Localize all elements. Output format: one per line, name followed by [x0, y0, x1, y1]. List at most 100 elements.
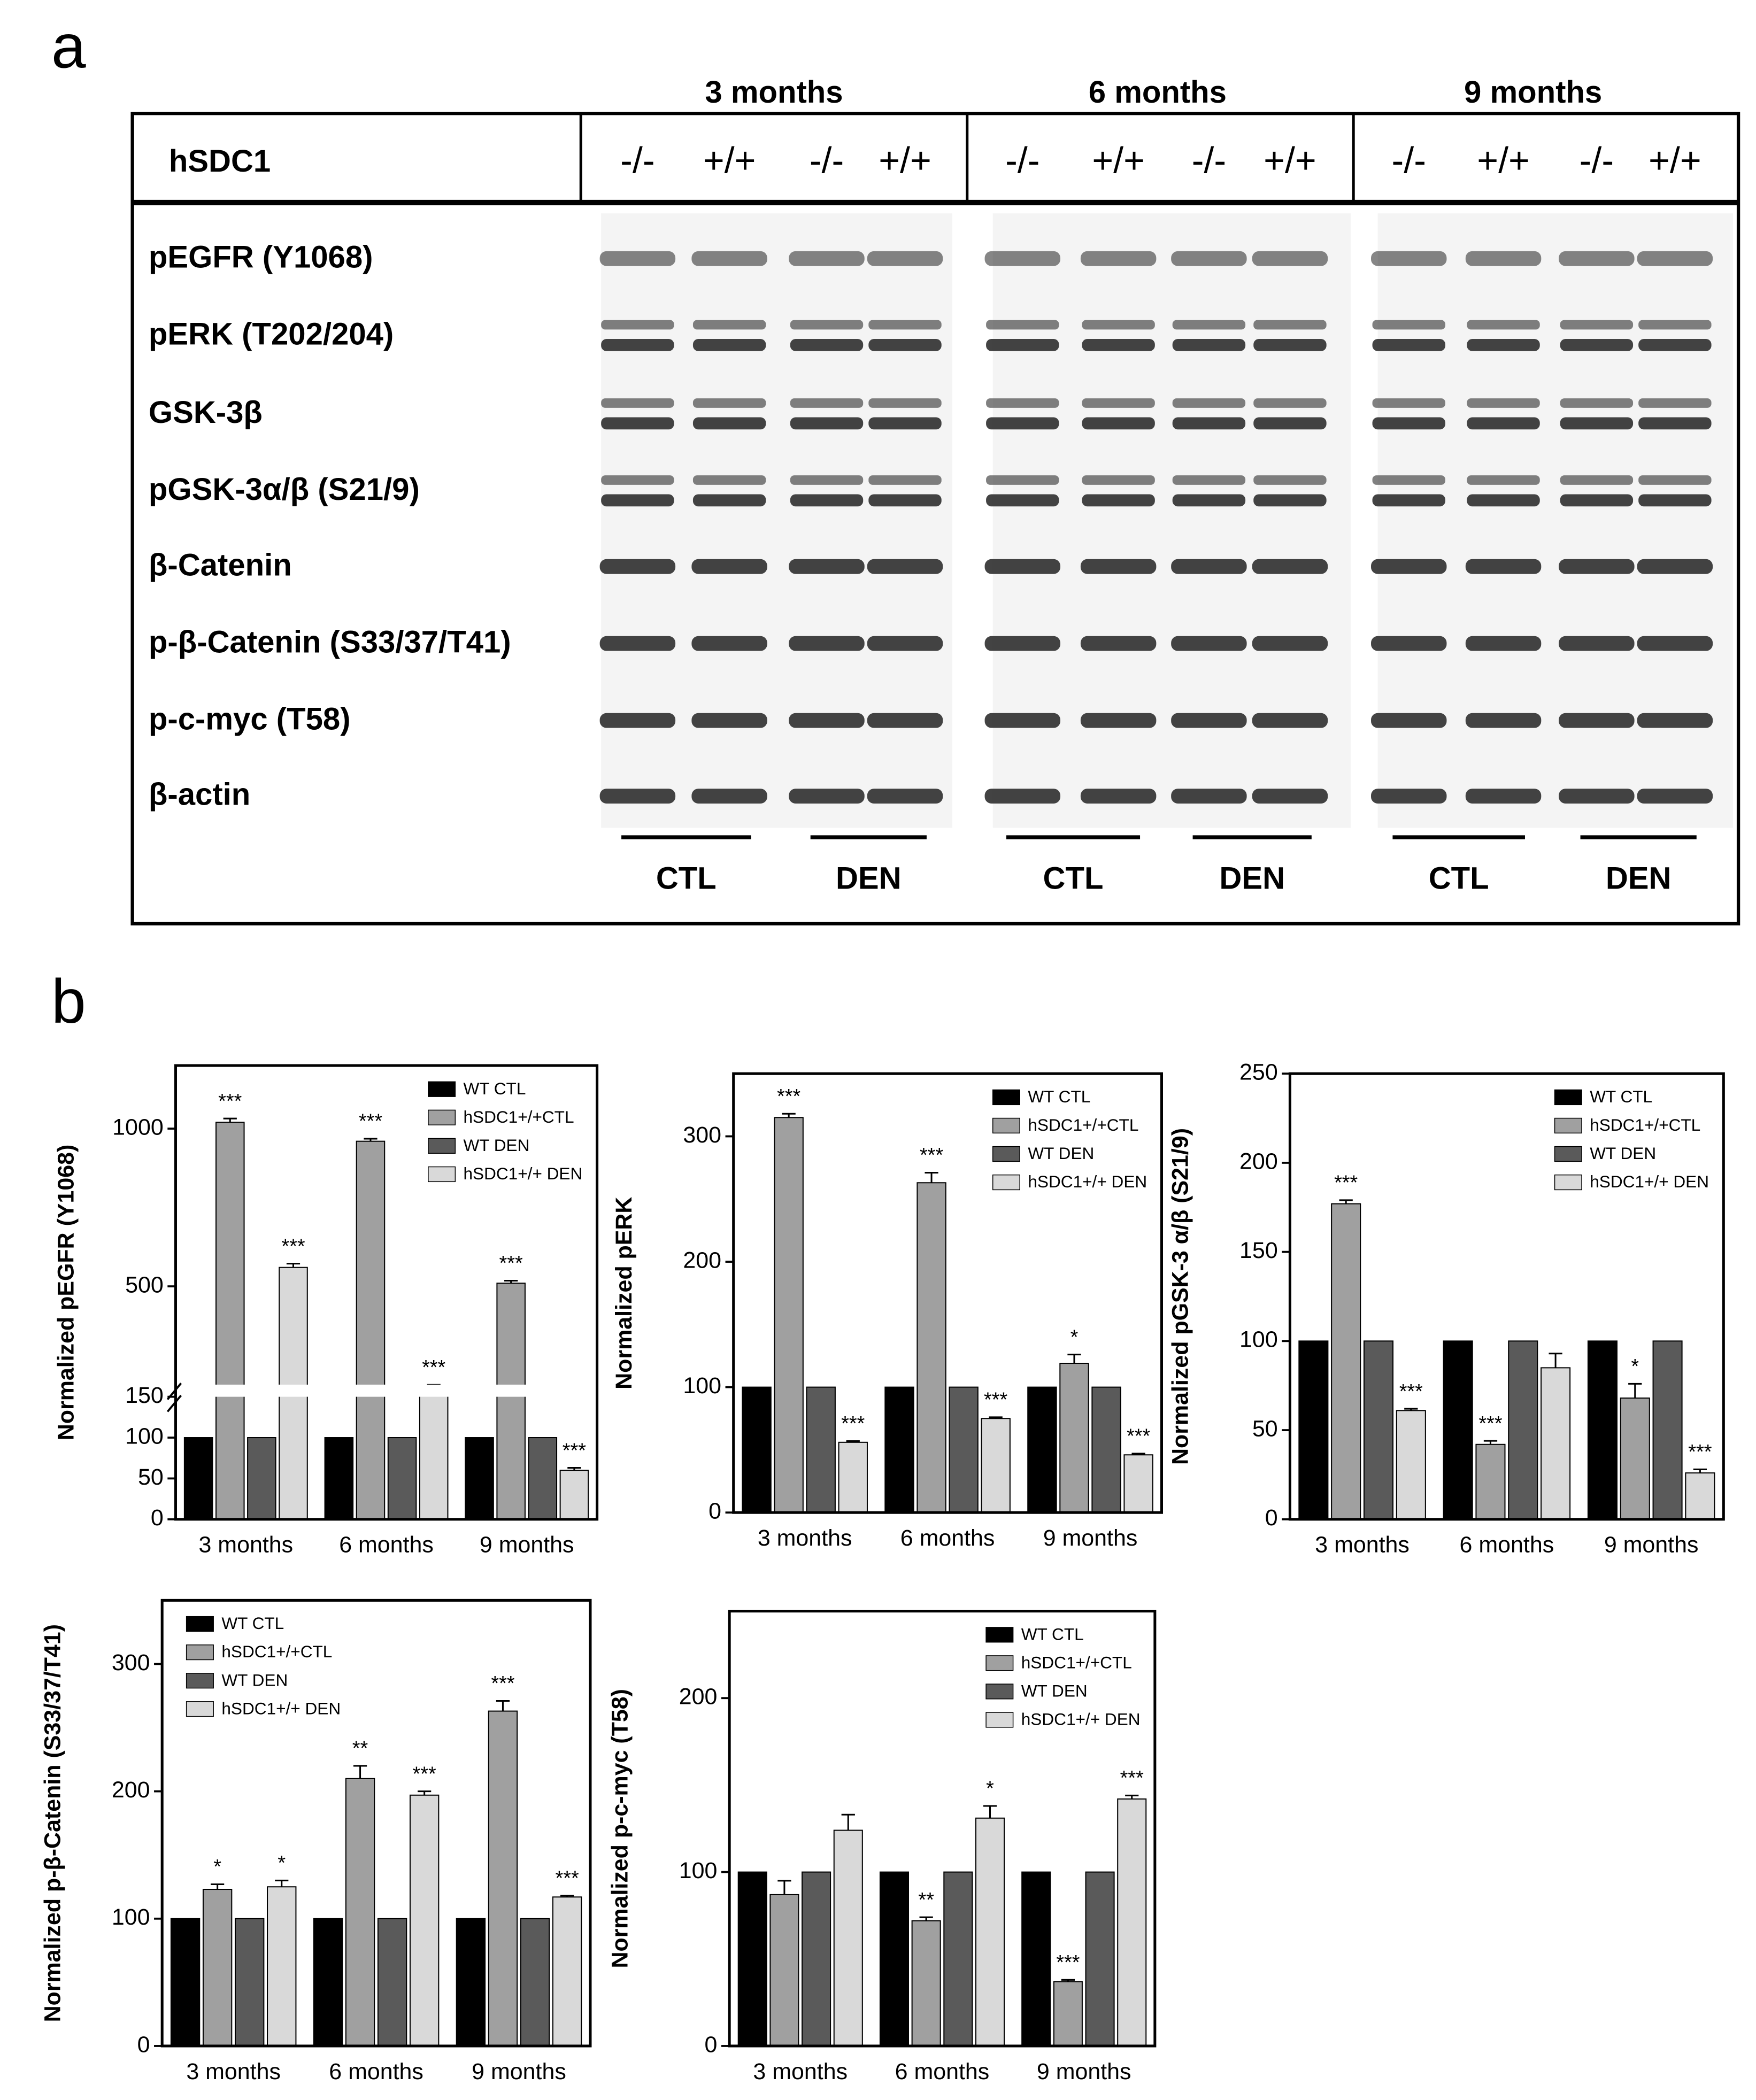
legend-label: hSDC1+/+CTL — [221, 1642, 332, 1661]
band — [599, 789, 676, 804]
legend-swatch — [992, 1146, 1020, 1162]
band — [868, 494, 942, 507]
y-tick-label: 50 — [1252, 1416, 1278, 1441]
bar — [737, 1871, 767, 2047]
blot-frame — [130, 112, 1740, 925]
treatment-label: DEN — [836, 861, 902, 895]
x-tick-label: 6 months — [900, 1525, 995, 1551]
band — [984, 559, 1061, 574]
treatment-label: CTL — [1429, 861, 1489, 895]
plot-frame — [1288, 1072, 1725, 1521]
band — [1253, 339, 1327, 351]
genotype-label: -/- — [1005, 141, 1039, 181]
axis-break — [159, 1384, 589, 1397]
significance-label: * — [1631, 1355, 1639, 1378]
bar — [981, 1418, 1011, 1514]
significance-label: *** — [413, 1763, 436, 1785]
legend-swatch — [992, 1117, 1020, 1134]
significance-label: *** — [1399, 1380, 1423, 1403]
band — [789, 789, 865, 804]
gene-label: hSDC1 — [169, 144, 271, 179]
band — [1559, 713, 1635, 728]
y-tick-label: 0 — [137, 2032, 150, 2057]
legend-label: hSDC1+/+ DEN — [1021, 1710, 1141, 1729]
band — [1560, 417, 1634, 430]
bar — [528, 1437, 558, 1520]
significance-label: *** — [422, 1356, 445, 1379]
band — [601, 417, 674, 430]
y-tick-label: 100 — [1239, 1327, 1278, 1353]
band — [1372, 417, 1445, 430]
band — [1082, 339, 1155, 351]
band — [1253, 417, 1327, 430]
band — [1637, 713, 1713, 728]
band — [1372, 494, 1445, 507]
band — [986, 398, 1059, 408]
band — [1465, 559, 1542, 574]
band — [1638, 398, 1712, 408]
band — [1638, 339, 1712, 351]
band — [599, 636, 676, 651]
bar — [1587, 1340, 1618, 1520]
bar — [1652, 1340, 1683, 1520]
x-tick-label: 3 months — [1315, 1532, 1410, 1558]
band — [867, 251, 943, 266]
significance-label: * — [1070, 1326, 1079, 1348]
bar — [1059, 1363, 1089, 1514]
plot-frame — [174, 1064, 599, 1521]
bar — [1331, 1203, 1361, 1520]
y-tick-label: 1000 — [112, 1114, 164, 1140]
band — [1252, 559, 1328, 574]
band — [1080, 713, 1157, 728]
bar — [949, 1386, 979, 1514]
y-tick-label: 100 — [125, 1423, 164, 1449]
y-axis-label: Normalized p-c-myc (T58) — [607, 1689, 633, 1968]
legend-swatch — [428, 1109, 456, 1125]
x-tick-label: 6 months — [339, 1532, 434, 1558]
band — [1637, 559, 1713, 574]
genotype-label: +/+ — [1477, 141, 1530, 181]
band — [1467, 494, 1540, 507]
bar — [170, 1918, 201, 2047]
genotype-label: +/+ — [1092, 141, 1145, 181]
bar — [911, 1920, 941, 2047]
band — [1372, 475, 1445, 485]
band — [868, 475, 942, 485]
band — [1371, 251, 1447, 266]
bar — [496, 1283, 526, 1520]
band — [1172, 475, 1246, 485]
band — [1371, 789, 1447, 804]
band — [1467, 475, 1540, 485]
significance-label: *** — [841, 1412, 865, 1435]
legend-swatch — [428, 1081, 456, 1097]
genotype-label: -/- — [1392, 141, 1426, 181]
band — [984, 636, 1061, 651]
band — [1560, 475, 1634, 485]
band — [1252, 636, 1328, 651]
treatment-label: CTL — [656, 861, 717, 895]
band — [1467, 339, 1540, 351]
band — [1171, 559, 1247, 574]
legend-swatch — [992, 1089, 1020, 1106]
bar — [234, 1918, 265, 2047]
genotype-label: +/+ — [1649, 141, 1701, 181]
band — [1080, 636, 1157, 651]
band — [790, 320, 864, 330]
legend-label: WT DEN — [221, 1670, 288, 1689]
bar — [1091, 1386, 1121, 1514]
x-tick-label: 6 months — [1460, 1532, 1554, 1558]
protein-label: GSK-3β — [149, 395, 263, 430]
bar — [1053, 1981, 1083, 2047]
band — [789, 713, 865, 728]
band — [984, 789, 1061, 804]
band — [790, 398, 864, 408]
y-axis-label: Normalized pERK — [611, 1197, 637, 1389]
significance-label: *** — [359, 1110, 382, 1133]
band — [789, 251, 865, 266]
significance-label: *** — [1478, 1412, 1502, 1435]
bar — [1363, 1340, 1394, 1520]
band — [1467, 398, 1540, 408]
y-tick-label: 100 — [112, 1904, 150, 1930]
significance-label: *** — [1056, 1951, 1080, 1974]
band — [692, 417, 766, 430]
